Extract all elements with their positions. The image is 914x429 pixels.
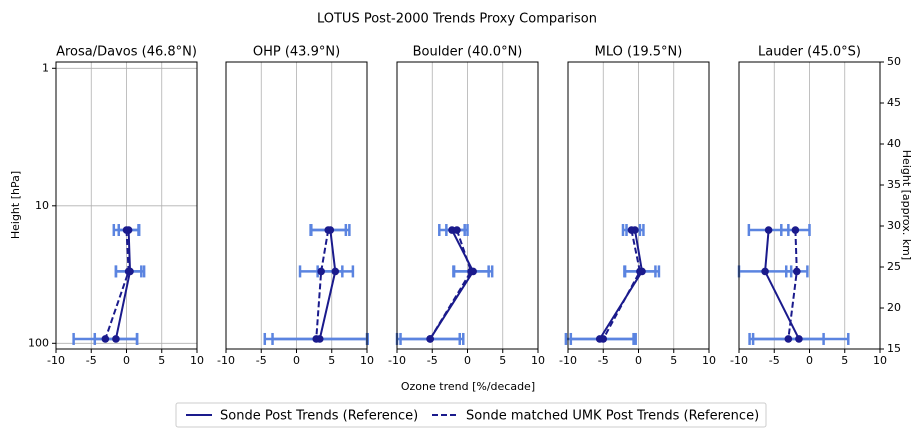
point xyxy=(795,335,803,343)
trend-line xyxy=(602,229,641,340)
axes-frame xyxy=(396,61,539,350)
x-tick-label: 5 xyxy=(499,354,506,367)
trend-line xyxy=(764,229,800,340)
trend-line xyxy=(315,229,330,340)
x-tick-label: -5 xyxy=(86,354,97,367)
x-tick-label: 5 xyxy=(670,354,677,367)
y2-axis-label: Height [approx. km] xyxy=(900,150,913,260)
y-axis-label: Height [hPa] xyxy=(9,171,22,239)
point xyxy=(636,267,644,276)
point xyxy=(331,267,340,276)
trend-line xyxy=(318,229,337,340)
point xyxy=(312,335,321,343)
y2-tick-label: 45 xyxy=(887,96,901,109)
x-tick-label: 0 xyxy=(635,354,642,367)
x-tick-label: 0 xyxy=(464,354,471,367)
panel-title: Arosa/Davos (46.8°N) xyxy=(56,45,197,60)
trend-line xyxy=(114,229,132,340)
x-tick-label: 5 xyxy=(158,354,165,367)
point xyxy=(793,267,801,276)
trend-line xyxy=(104,229,130,340)
y2-tick-label: 20 xyxy=(887,301,901,314)
point xyxy=(761,267,769,276)
point xyxy=(599,335,608,343)
y2-tick-label: 30 xyxy=(887,219,901,232)
point xyxy=(324,226,333,234)
axes-frame xyxy=(55,61,198,350)
x-tick-label: 10 xyxy=(360,354,374,367)
point xyxy=(467,267,475,276)
x-tick-label: -5 xyxy=(427,354,438,367)
panel-title: MLO (19.5°N) xyxy=(595,45,683,60)
x-tick-label: -10 xyxy=(217,354,235,367)
point xyxy=(112,335,120,343)
point xyxy=(101,335,110,343)
point xyxy=(791,226,800,234)
trend-line xyxy=(429,229,475,340)
point xyxy=(784,335,793,343)
legend-box xyxy=(175,402,767,428)
panel-title: Boulder (40.0°N) xyxy=(413,45,523,60)
y2-tick-label: 40 xyxy=(887,137,901,150)
x-tick-label: 10 xyxy=(702,354,716,367)
point xyxy=(764,226,773,234)
panel-title: OHP (43.9°N) xyxy=(253,45,340,60)
x-tick-label: 10 xyxy=(531,354,545,367)
y2-tick-label: 35 xyxy=(887,178,901,191)
y-tick-label: 1 xyxy=(42,61,49,74)
x-tick-label: 0 xyxy=(293,354,300,367)
x-tick-label: -5 xyxy=(769,354,780,367)
legend-label: Sonde matched UMK Post Trends (Reference… xyxy=(466,409,759,424)
x-tick-label: 5 xyxy=(841,354,848,367)
x-tick-label: 5 xyxy=(328,354,335,367)
x-tick-label: -10 xyxy=(47,354,65,367)
point xyxy=(426,335,434,343)
x-tick-label: -10 xyxy=(388,354,406,367)
point xyxy=(453,226,461,234)
y2-tick-label: 25 xyxy=(887,260,901,273)
point xyxy=(122,226,131,234)
point xyxy=(124,267,133,276)
y2-tick-label: 50 xyxy=(887,55,901,68)
axes-frame xyxy=(567,61,710,350)
axes-frame xyxy=(738,61,881,350)
x-tick-label: 10 xyxy=(873,354,887,367)
x-tick-label: -10 xyxy=(559,354,577,367)
trend-line xyxy=(787,229,798,340)
x-tick-label: -5 xyxy=(598,354,609,367)
x-tick-label: 0 xyxy=(806,354,813,367)
trend-line xyxy=(598,229,644,340)
x-tick-label: -10 xyxy=(730,354,748,367)
x-axis-label: Ozone trend [%/decade] xyxy=(401,380,535,393)
figure-title: LOTUS Post-2000 Trends Proxy Comparison xyxy=(317,12,597,27)
y-tick-label: 100 xyxy=(28,336,49,349)
point xyxy=(317,267,325,276)
x-tick-label: 0 xyxy=(123,354,130,367)
y-tick-label: 10 xyxy=(35,199,49,212)
y2-tick-label: 15 xyxy=(887,342,901,355)
x-tick-label: -5 xyxy=(256,354,267,367)
axes-frame xyxy=(225,61,368,350)
trend-line xyxy=(429,229,473,340)
panel-title: Lauder (45.0°S) xyxy=(758,45,861,60)
point xyxy=(627,226,636,234)
legend-label: Sonde Post Trends (Reference) xyxy=(220,409,418,424)
x-tick-label: 10 xyxy=(190,354,204,367)
